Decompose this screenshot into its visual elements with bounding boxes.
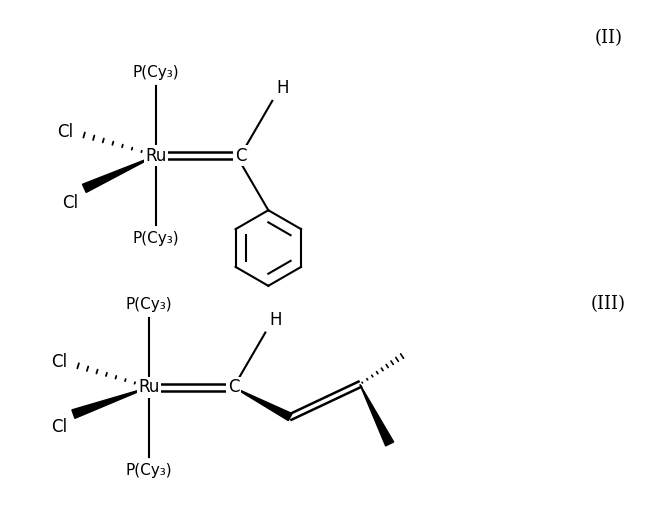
- Text: Cl: Cl: [62, 194, 78, 212]
- Text: Ru: Ru: [145, 146, 167, 165]
- Text: P(Cy₃): P(Cy₃): [126, 463, 172, 478]
- Text: P(Cy₃): P(Cy₃): [126, 296, 172, 312]
- Text: H: H: [269, 311, 282, 329]
- Polygon shape: [360, 384, 394, 446]
- Polygon shape: [233, 387, 292, 421]
- Text: Cl: Cl: [51, 354, 67, 371]
- Text: H: H: [276, 79, 289, 97]
- Text: P(Cy₃): P(Cy₃): [133, 65, 179, 80]
- Text: C: C: [228, 378, 239, 396]
- Text: Cl: Cl: [51, 418, 67, 436]
- Polygon shape: [72, 387, 149, 418]
- Text: Ru: Ru: [138, 378, 160, 396]
- Text: (II): (II): [594, 29, 623, 47]
- Text: (III): (III): [591, 295, 626, 313]
- Polygon shape: [82, 156, 156, 192]
- Text: Cl: Cl: [58, 123, 73, 141]
- Text: P(Cy₃): P(Cy₃): [133, 231, 179, 246]
- Text: C: C: [235, 146, 246, 165]
